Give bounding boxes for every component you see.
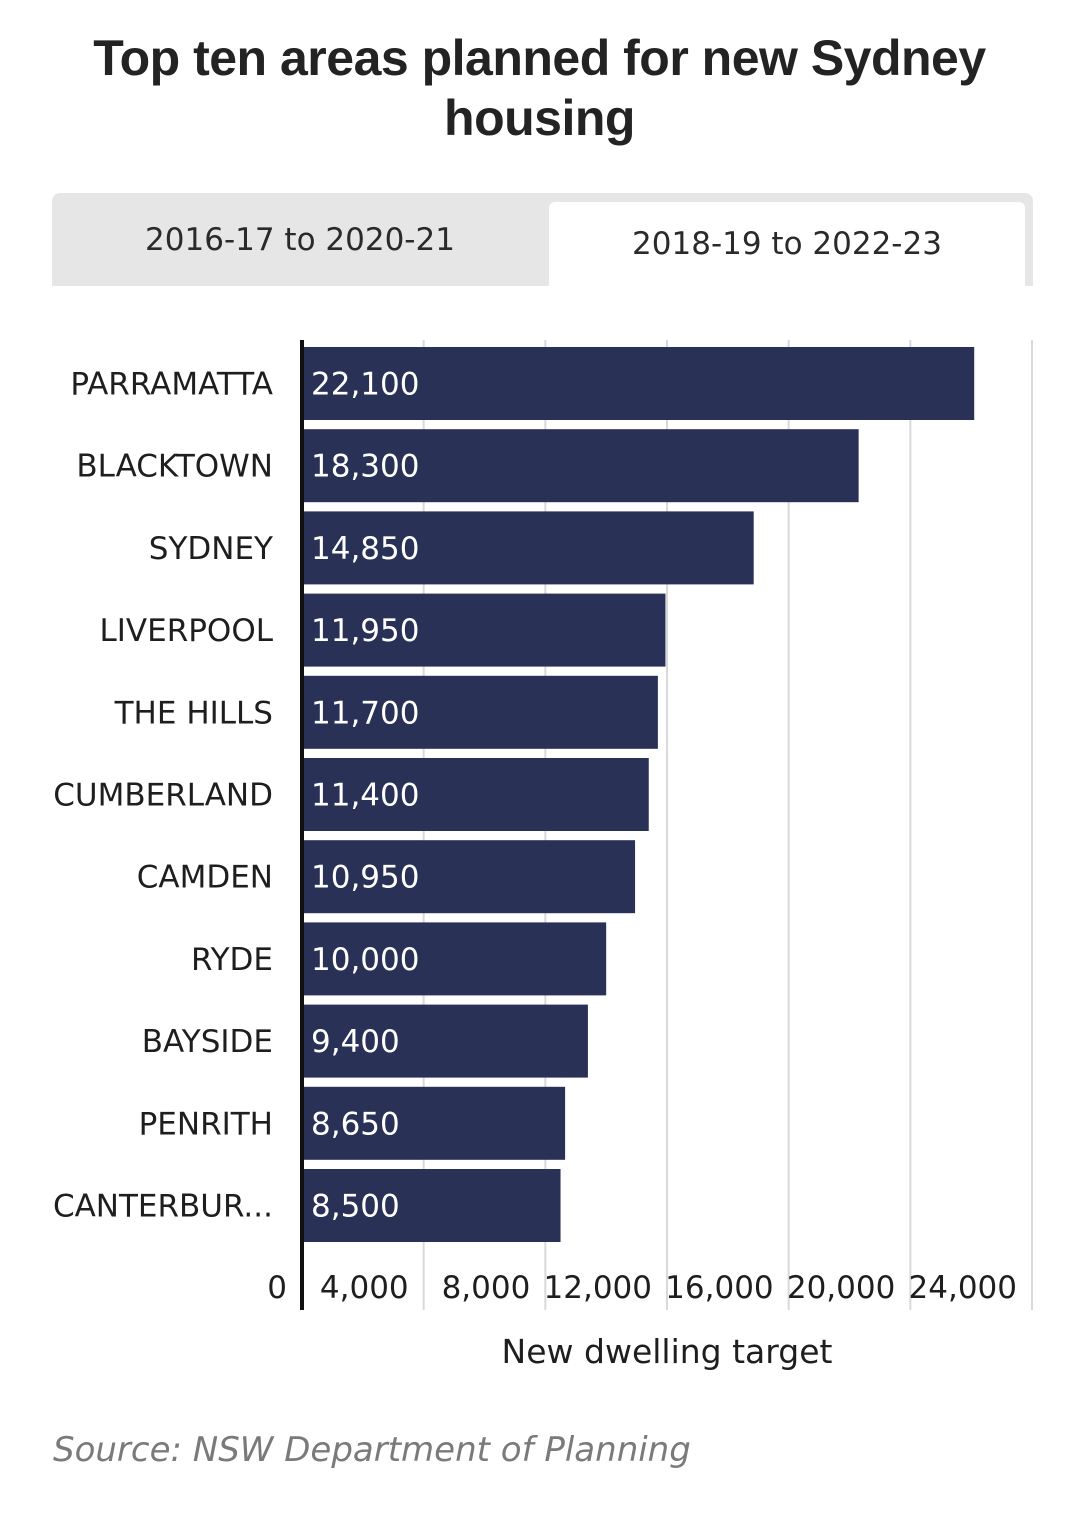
bar-value-label: 10,950 [311,860,419,896]
x-tick-label: 20,000 [787,1270,895,1306]
category-label: BLACKTOWN [76,449,273,485]
tab-2016-17-to-2020-21[interactable]: 2016-17 to 2020-21 [145,221,455,258]
chart-title-line-1: Top ten areas planned for new Sydney [93,30,986,86]
x-axis-title: New dwelling target [502,1332,833,1371]
category-label: PARRAMATTA [70,367,273,403]
chart-title: Top ten areas planned for new Sydney hou… [0,28,1079,148]
chart-title-line-2: housing [444,90,635,146]
bar [303,429,859,503]
bar-value-label: 8,650 [311,1106,400,1142]
bar-value-label: 11,700 [311,695,419,731]
bar-value-label: 22,100 [311,367,419,403]
period-tabs: 2016-17 to 2020-21 2018-19 to 2022-23 [52,193,1033,286]
bar-chart: 22,100 PARRAMATTA 18,300 BLACKTOWN 14,850 SYD… [53,340,1033,1371]
bar [303,593,666,667]
category-label: CUMBERLAND [53,778,273,814]
bar-value-label: 11,950 [311,613,419,649]
bar [303,1086,566,1160]
bar-value-label: 8,500 [311,1189,400,1225]
bar-value-label: 14,850 [311,531,419,567]
category-label: THE HILLS [114,695,273,731]
bar [303,675,658,749]
category-label: PENRITH [139,1106,273,1142]
bar-value-label: 10,000 [311,942,419,978]
x-tick-label: 24,000 [909,1270,1017,1306]
bar-value-label: 11,400 [311,778,419,814]
x-tick-label: 8,000 [442,1270,531,1306]
source-note: Source: NSW Department of Planning [53,1430,691,1470]
bar [303,1004,588,1078]
bar-value-label: 18,300 [311,449,419,485]
bar [303,758,649,831]
x-tick-label: 16,000 [665,1270,773,1306]
x-tick-label: 0 [267,1270,287,1306]
x-tick-label: 4,000 [320,1270,409,1306]
bar [303,511,754,585]
category-label: RYDE [191,942,273,978]
category-label: SYDNEY [149,531,273,567]
category-label: CAMDEN [137,860,273,896]
bar-value-label: 9,400 [311,1024,400,1060]
bar [303,840,636,914]
category-label: LIVERPOOL [99,613,273,649]
bar [303,1169,561,1242]
bar [303,922,607,996]
category-label: BAYSIDE [142,1024,273,1060]
tab-2018-19-to-2022-23[interactable]: 2018-19 to 2022-23 [549,202,1025,286]
bar [303,347,975,420]
category-label: CANTERBUR... [53,1189,273,1225]
x-tick-label: 12,000 [544,1270,652,1306]
